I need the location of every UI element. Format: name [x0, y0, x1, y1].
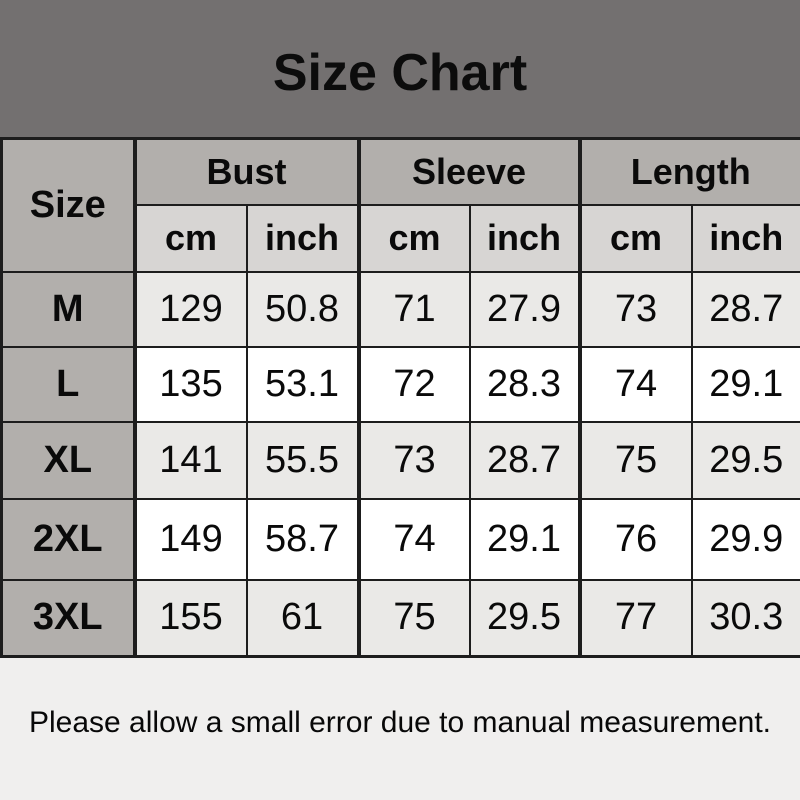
size-label: L — [0, 345, 136, 423]
cell-sleeve-inch: 29.5 — [468, 578, 581, 658]
measurement-note: Please allow a small error due to manual… — [28, 705, 772, 739]
cell-length-inch: 29.9 — [690, 497, 800, 581]
unit-header-sleeve-cm: cm — [356, 203, 471, 273]
cell-sleeve-cm: 72 — [356, 345, 471, 423]
cell-length-inch: 28.7 — [690, 270, 800, 348]
title-banner: Size Chart — [0, 0, 800, 137]
table-row-l: L 135 53.1 72 28.3 74 29.1 — [0, 345, 800, 423]
cell-bust-cm: 155 — [132, 578, 248, 658]
measurement-note-footer: Please allow a small error due to manual… — [0, 658, 800, 800]
table-row-xl: XL 141 55.5 73 28.7 75 29.5 — [0, 420, 800, 500]
cell-sleeve-cm: 71 — [356, 270, 471, 348]
cell-sleeve-inch: 29.1 — [468, 497, 581, 581]
size-chart-table: Size Bust Sleeve Length cm inch cm inch … — [0, 137, 800, 658]
cell-bust-cm: 141 — [132, 420, 248, 500]
header-row-groups: Size Bust Sleeve Length — [0, 137, 800, 273]
column-header-size: Size — [0, 137, 136, 273]
unit-header-bust-cm: cm — [132, 203, 248, 273]
cell-bust-inch: 50.8 — [245, 270, 360, 348]
cell-length-cm: 77 — [577, 578, 693, 658]
page-title: Size Chart — [272, 43, 528, 102]
cell-bust-cm: 135 — [132, 345, 248, 423]
cell-bust-inch: 53.1 — [245, 345, 360, 423]
unit-header-length-cm: cm — [577, 203, 693, 273]
size-label: 3XL — [0, 578, 136, 658]
size-label: 2XL — [0, 497, 136, 581]
cell-bust-cm: 149 — [132, 497, 248, 581]
cell-sleeve-cm: 75 — [356, 578, 471, 658]
cell-sleeve-inch: 28.3 — [468, 345, 581, 423]
cell-length-cm: 75 — [577, 420, 693, 500]
cell-length-cm: 74 — [577, 345, 693, 423]
size-label: XL — [0, 420, 136, 500]
cell-length-cm: 76 — [577, 497, 693, 581]
size-label: M — [0, 270, 136, 348]
cell-sleeve-inch: 28.7 — [468, 420, 581, 500]
table-row-2xl: 2XL 149 58.7 74 29.1 76 29.9 — [0, 497, 800, 581]
cell-bust-inch: 58.7 — [245, 497, 360, 581]
column-header-bust: Bust — [132, 137, 360, 206]
cell-sleeve-inch: 27.9 — [468, 270, 581, 348]
unit-header-sleeve-inch: inch — [468, 203, 581, 273]
cell-length-inch: 29.1 — [690, 345, 800, 423]
cell-bust-cm: 129 — [132, 270, 248, 348]
unit-header-bust-inch: inch — [245, 203, 360, 273]
column-header-sleeve: Sleeve — [356, 137, 581, 206]
cell-sleeve-cm: 73 — [356, 420, 471, 500]
table-row-m: M 129 50.8 71 27.9 73 28.7 — [0, 270, 800, 348]
cell-length-inch: 30.3 — [690, 578, 800, 658]
unit-header-length-inch: inch — [690, 203, 800, 273]
cell-sleeve-cm: 74 — [356, 497, 471, 581]
header-row-units: cm inch cm inch cm inch — [2, 203, 800, 273]
cell-length-cm: 73 — [577, 270, 693, 348]
table-row-3xl: 3XL 155 61 75 29.5 77 30.3 — [0, 578, 800, 658]
cell-length-inch: 29.5 — [690, 420, 800, 500]
cell-bust-inch: 61 — [245, 578, 360, 658]
column-header-length: Length — [577, 137, 800, 206]
cell-bust-inch: 55.5 — [245, 420, 360, 500]
